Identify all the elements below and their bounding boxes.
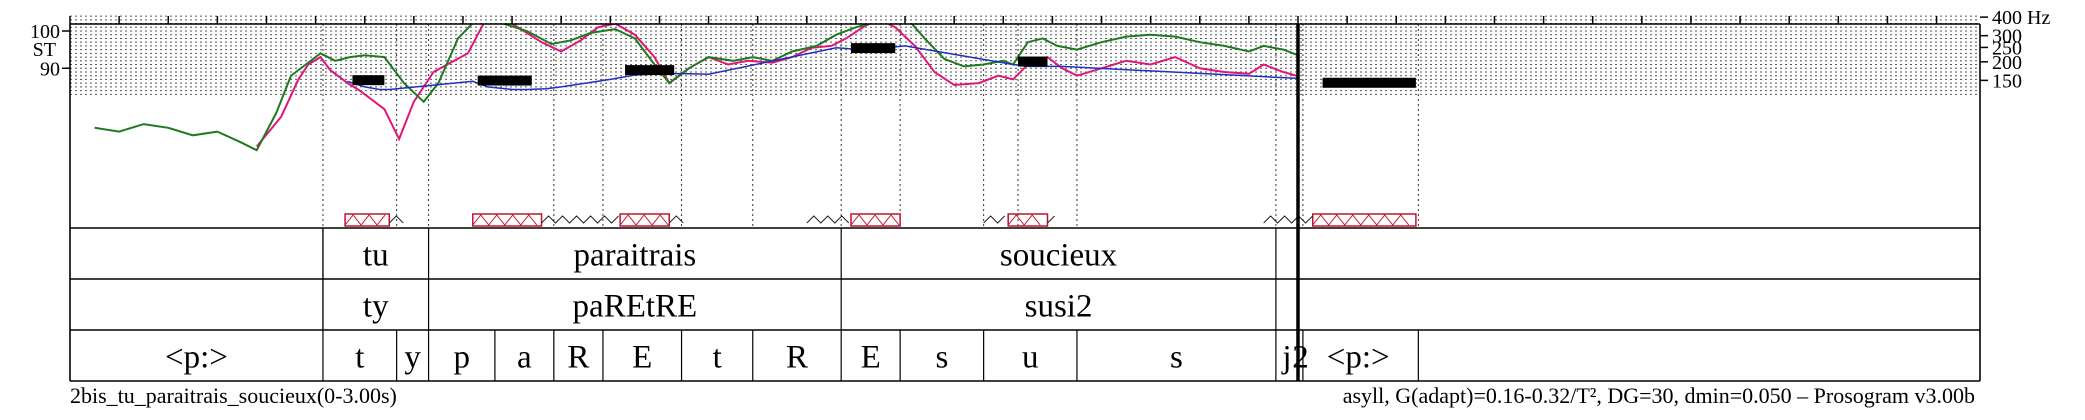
segment-linker: [542, 216, 619, 223]
nucleus-hatch: [1008, 215, 1040, 225]
parameters-caption: asyll, G(adapt)=0.16-0.32/T², DG=30, dmi…: [1343, 383, 1975, 409]
nucleus-marker: [345, 214, 389, 226]
phone-tier-label: p: [453, 339, 470, 375]
nucleus-hatch: [851, 215, 899, 225]
nucleus-hatch: [473, 215, 537, 225]
phone-tier-label: 2: [1292, 339, 1309, 375]
file-caption: 2bis_tu_paraitrais_soucieux(0-3.00s): [70, 383, 397, 409]
pitch-target-bar: [1018, 57, 1047, 67]
phone-tier-label: R: [567, 339, 589, 375]
phone-tier-label: u: [1022, 339, 1039, 375]
segment-linker: [807, 216, 849, 223]
st-axis-tick-label: 90: [40, 58, 60, 80]
phone-tier-label: j: [1281, 339, 1291, 375]
phone-tier-label: s: [935, 339, 948, 375]
phone-tier-label: y: [404, 339, 421, 375]
syllable-tier-label: tu: [363, 237, 389, 273]
phone-tier-label: E: [861, 339, 881, 375]
pitch-target-bar: [352, 75, 384, 85]
syllable-tier-label: soucieux: [1000, 237, 1118, 273]
phone-tier-label: E: [632, 339, 652, 375]
segment-linker: [1264, 216, 1313, 223]
hz-axis-tick-label: 400 Hz: [1992, 7, 2050, 29]
st-axis-unit: ST: [33, 39, 56, 61]
phonetic-tier-label: paREtRE: [573, 288, 698, 324]
pitch-target-bar: [1323, 78, 1416, 88]
phone-tier-label: R: [786, 339, 808, 375]
nucleus-hatch: [1313, 215, 1409, 225]
phonetic-tier-label: susi2: [1025, 288, 1093, 324]
intensity-curve: [257, 16, 1691, 169]
nucleus-marker: [473, 214, 542, 226]
syllable-tier-label: paraitrais: [573, 237, 696, 273]
phonetic-tier-label: ty: [363, 288, 389, 324]
pitch-target-bar: [625, 65, 674, 75]
nucleus-hatch: [620, 215, 668, 225]
phone-tier-label: <p:>: [165, 339, 228, 375]
pitch-target-bar: [851, 43, 895, 53]
phone-tier-label: t: [355, 339, 364, 375]
segment-linker: [984, 216, 1005, 223]
phone-tier-label: a: [517, 339, 532, 375]
phone-tier-label: <p:>: [1327, 339, 1390, 375]
pitch-target-bar: [478, 76, 532, 86]
nucleus-hatch: [345, 215, 385, 225]
segment-linker: [1047, 216, 1054, 223]
phone-tier-label: s: [1170, 339, 1183, 375]
phone-tier-label: t: [713, 339, 722, 375]
